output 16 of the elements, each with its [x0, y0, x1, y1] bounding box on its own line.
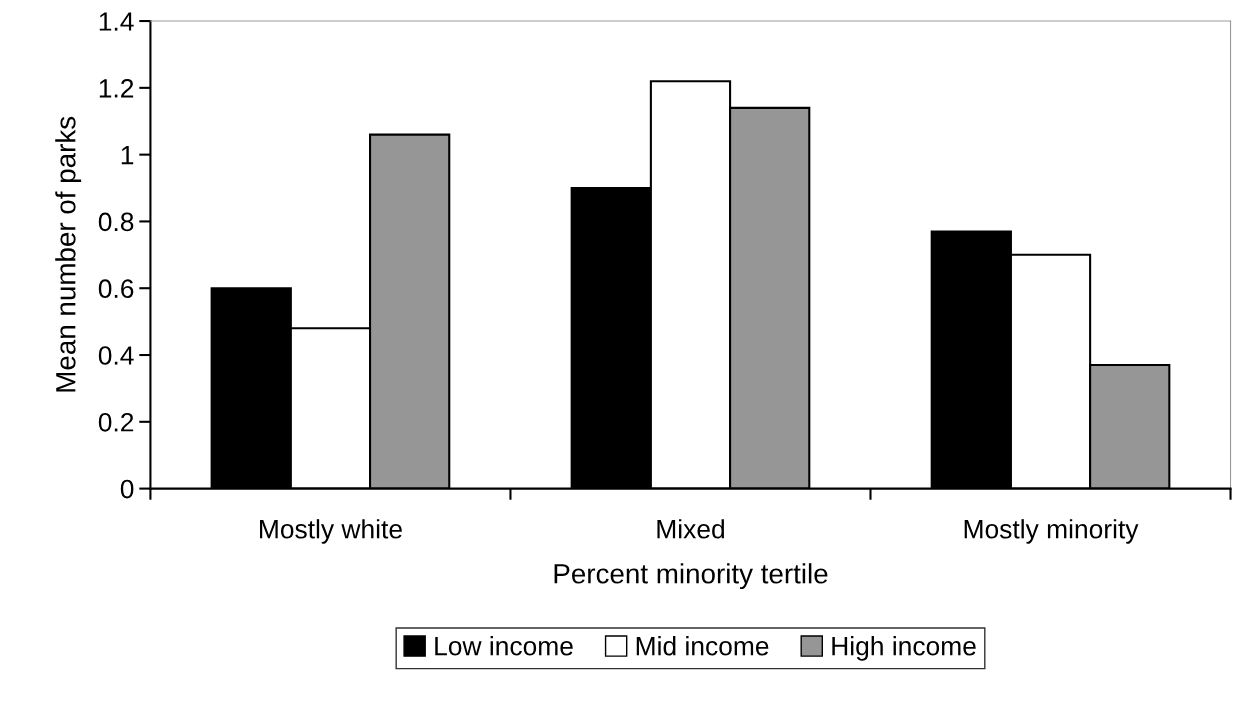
x-tick-label: Mostly minority: [964, 519, 1139, 544]
y-tick-label: 1.2: [99, 78, 134, 98]
y-tick-label: 0.6: [98, 279, 134, 299]
legend-label: High income: [832, 636, 976, 661]
legend-label: Mid income: [636, 636, 769, 656]
y-tick-label: 1.4: [99, 12, 134, 31]
y-tick-label: 1: [121, 146, 134, 165]
y-tick-label: 0: [120, 479, 134, 499]
y-tick-label: 0.2: [98, 412, 134, 432]
y-tick-label: 0.4: [98, 346, 134, 365]
x-axis-title: Percent minority tertile: [554, 563, 828, 590]
legend-label: Low income: [435, 636, 573, 656]
y-tick-label: 0.8: [98, 212, 134, 232]
x-tick-label: Mixed: [657, 519, 724, 539]
y-axis-title: Mean number of parks: [55, 116, 82, 392]
x-tick-label: Mostly white: [260, 519, 402, 544]
